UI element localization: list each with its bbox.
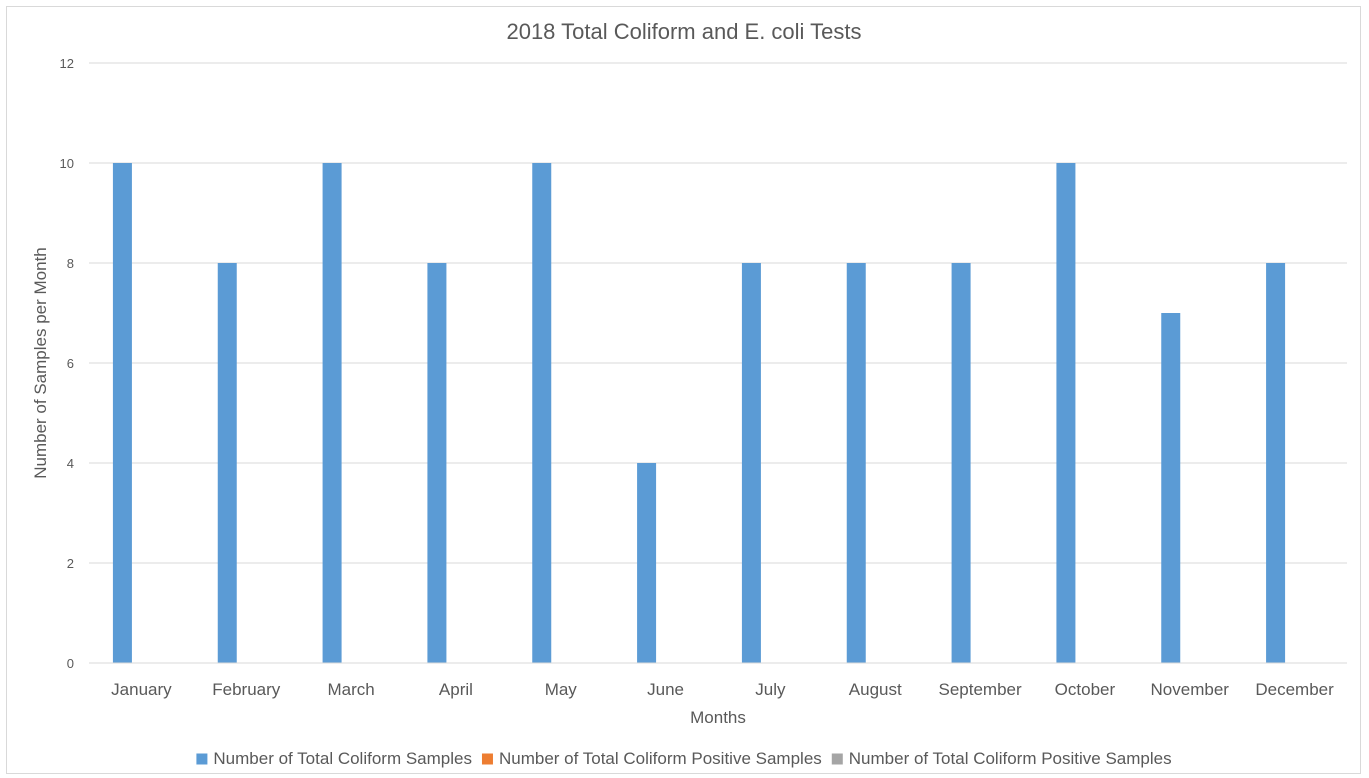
x-tick-label: July	[755, 680, 786, 699]
bar	[1266, 263, 1286, 663]
x-tick-label: April	[439, 680, 473, 699]
legend-swatch	[481, 753, 493, 765]
y-axis-ticks: 0 2 4 6 8 10 12	[60, 56, 74, 671]
legend: Number of Total Coliform Samples Number o…	[196, 749, 1172, 768]
x-tick-label: December	[1255, 680, 1334, 699]
bar	[112, 163, 132, 663]
y-axis-label: Number of Samples per Month	[31, 247, 50, 479]
bar	[532, 163, 552, 663]
y-tick-label: 0	[67, 656, 74, 671]
x-tick-label: November	[1151, 680, 1230, 699]
y-tick-label: 8	[67, 256, 74, 271]
bars	[112, 163, 1286, 663]
bar	[846, 263, 866, 663]
chart-title: 2018 Total Coliform and E. coli Tests	[506, 19, 861, 44]
x-tick-label: June	[647, 680, 684, 699]
x-tick-label: October	[1055, 680, 1116, 699]
x-axis-ticks: January February March April May June July Augu…	[111, 680, 1334, 699]
bar	[1056, 163, 1076, 663]
bar	[1161, 313, 1181, 663]
y-tick-label: 4	[67, 456, 74, 471]
bar	[951, 263, 971, 663]
y-tick-label: 2	[67, 556, 74, 571]
bar	[427, 263, 447, 663]
y-tick-label: 6	[67, 356, 74, 371]
y-tick-label: 10	[60, 156, 74, 171]
legend-label: Number of Total Coliform Samples	[213, 749, 472, 768]
x-axis-label: Months	[690, 708, 746, 727]
legend-swatch	[831, 753, 843, 765]
x-tick-label: March	[327, 680, 374, 699]
bar	[322, 163, 342, 663]
legend-label: Number of Total Coliform Positive Sample…	[499, 749, 822, 768]
x-tick-label: May	[545, 680, 578, 699]
bar	[637, 463, 657, 663]
bar	[217, 263, 237, 663]
bar	[741, 263, 761, 663]
x-tick-label: February	[212, 680, 281, 699]
legend-label: Number of Total Coliform Positive Sample…	[849, 749, 1172, 768]
x-tick-label: September	[938, 680, 1021, 699]
x-tick-label: January	[111, 680, 172, 699]
legend-swatch	[196, 753, 208, 765]
gridlines	[89, 62, 1347, 564]
y-tick-label: 12	[60, 56, 74, 71]
x-tick-label: August	[849, 680, 902, 699]
